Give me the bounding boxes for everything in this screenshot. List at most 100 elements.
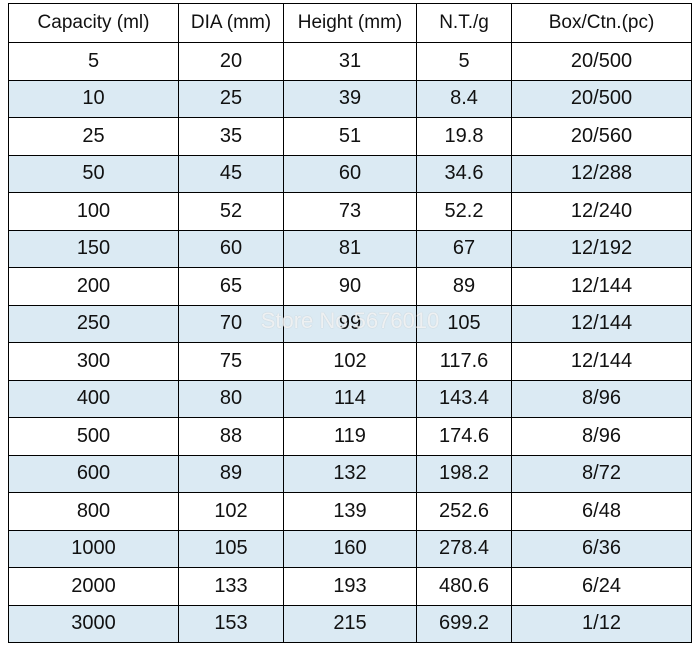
table-row: 2000 133 193 480.6 6/24 (8, 567, 692, 606)
table-row: 1000 105 160 278.4 6/36 (8, 529, 692, 568)
table-row: 300 75 102 117.6 12/144 (8, 342, 692, 381)
table-cell: 300 (8, 342, 179, 381)
table-row: 25 35 51 19.8 20/560 (8, 117, 692, 156)
table-cell: 5 (8, 42, 179, 81)
table-cell: 480.6 (416, 567, 512, 606)
table-cell: 45 (178, 154, 284, 193)
table-cell: 88 (178, 417, 284, 456)
table-cell: 19.8 (416, 117, 512, 156)
table-cell: 70 (178, 304, 284, 343)
table-cell: 12/288 (511, 154, 692, 193)
table-cell: 12/144 (511, 304, 692, 343)
table-cell: 89 (178, 454, 284, 493)
table-cell: 153 (178, 604, 284, 643)
table-cell: 143.4 (416, 379, 512, 418)
table-cell: 52 (178, 192, 284, 231)
table-cell: 102 (178, 492, 284, 531)
table-cell: 699.2 (416, 604, 512, 643)
table-row: 400 80 114 143.4 8/96 (8, 379, 692, 418)
table-row: 3000 153 215 699.2 1/12 (8, 604, 692, 643)
table-body: 5 20 31 5 20/500 10 25 39 8.4 20/500 25 35 51 19.8 20/… (8, 42, 692, 643)
table-cell: 193 (283, 567, 417, 606)
table-row: 150 60 81 67 12/192 (8, 229, 692, 268)
table-cell: 2000 (8, 567, 179, 606)
table-cell: 6/24 (511, 567, 692, 606)
table-cell: 50 (8, 154, 179, 193)
table-cell: 8/72 (511, 454, 692, 493)
table-cell: 215 (283, 604, 417, 643)
spec-table: Capacity (ml) DIA (mm) Height (mm) N.T./g Bo… (8, 3, 692, 643)
table-cell: 200 (8, 267, 179, 306)
table-cell: 139 (283, 492, 417, 531)
table-cell: 25 (8, 117, 179, 156)
table-cell: 600 (8, 454, 179, 493)
table-cell: 65 (178, 267, 284, 306)
table-cell: 174.6 (416, 417, 512, 456)
table-cell: 117.6 (416, 342, 512, 381)
table-cell: 1000 (8, 529, 179, 568)
table-row: 200 65 90 89 12/144 (8, 267, 692, 306)
table-row: 10 25 39 8.4 20/500 (8, 79, 692, 118)
table-row: 250 70 99 105 12/144 (8, 304, 692, 343)
table-cell: 100 (8, 192, 179, 231)
table-cell: 105 (416, 304, 512, 343)
header-row: Capacity (ml) DIA (mm) Height (mm) N.T./g Bo… (8, 3, 692, 43)
table-cell: 34.6 (416, 154, 512, 193)
table-cell: 90 (283, 267, 417, 306)
table-cell: 12/240 (511, 192, 692, 231)
table-cell: 73 (283, 192, 417, 231)
table-cell: 8/96 (511, 379, 692, 418)
table-cell: 75 (178, 342, 284, 381)
table-cell: 35 (178, 117, 284, 156)
table-cell: 39 (283, 79, 417, 118)
table-cell: 800 (8, 492, 179, 531)
table-cell: 20/500 (511, 79, 692, 118)
table-cell: 60 (178, 229, 284, 268)
table-row: 800 102 139 252.6 6/48 (8, 492, 692, 531)
header-cell: N.T./g (416, 3, 512, 43)
table-row: 100 52 73 52.2 12/240 (8, 192, 692, 231)
table-cell: 60 (283, 154, 417, 193)
table-cell: 102 (283, 342, 417, 381)
header-cell: Capacity (ml) (8, 3, 179, 43)
table-cell: 198.2 (416, 454, 512, 493)
table-cell: 89 (416, 267, 512, 306)
table-cell: 20 (178, 42, 284, 81)
table-cell: 114 (283, 379, 417, 418)
table-cell: 31 (283, 42, 417, 81)
table-cell: 51 (283, 117, 417, 156)
header-cell: Height (mm) (283, 3, 417, 43)
table-cell: 99 (283, 304, 417, 343)
header-cell: Box/Ctn.(pc) (511, 3, 692, 43)
table-row: 500 88 119 174.6 8/96 (8, 417, 692, 456)
table-cell: 250 (8, 304, 179, 343)
table-cell: 81 (283, 229, 417, 268)
table-cell: 6/48 (511, 492, 692, 531)
table-cell: 252.6 (416, 492, 512, 531)
table-cell: 20/560 (511, 117, 692, 156)
table-row: 50 45 60 34.6 12/288 (8, 154, 692, 193)
table-cell: 12/144 (511, 342, 692, 381)
table-cell: 12/192 (511, 229, 692, 268)
table-cell: 5 (416, 42, 512, 81)
table-cell: 133 (178, 567, 284, 606)
table-cell: 150 (8, 229, 179, 268)
table-cell: 105 (178, 529, 284, 568)
table-cell: 3000 (8, 604, 179, 643)
table-cell: 67 (416, 229, 512, 268)
table-cell: 132 (283, 454, 417, 493)
table-row: 600 89 132 198.2 8/72 (8, 454, 692, 493)
table-cell: 52.2 (416, 192, 512, 231)
table-cell: 6/36 (511, 529, 692, 568)
table-cell: 8/96 (511, 417, 692, 456)
table-cell: 500 (8, 417, 179, 456)
table-cell: 80 (178, 379, 284, 418)
table-cell: 400 (8, 379, 179, 418)
table-cell: 12/144 (511, 267, 692, 306)
table-cell: 25 (178, 79, 284, 118)
table-cell: 10 (8, 79, 179, 118)
table-cell: 278.4 (416, 529, 512, 568)
table-row: 5 20 31 5 20/500 (8, 42, 692, 81)
table-cell: 160 (283, 529, 417, 568)
